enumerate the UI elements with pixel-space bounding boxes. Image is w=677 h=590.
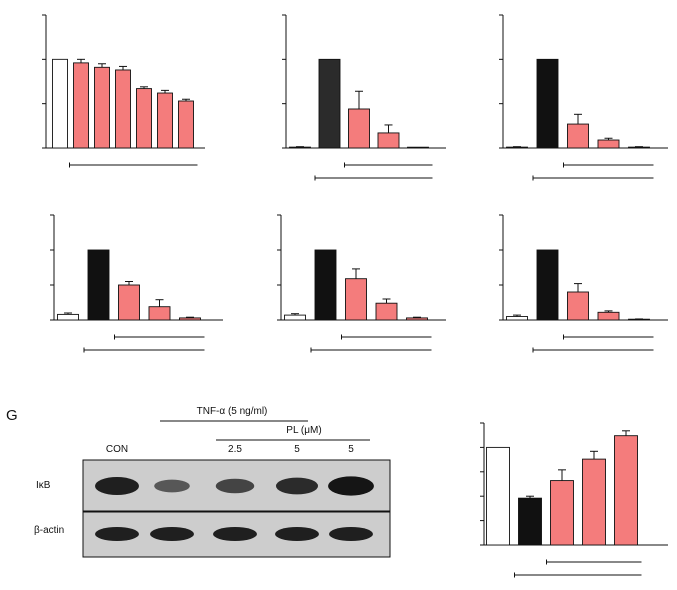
bar <box>118 284 140 321</box>
chart-panel-a <box>42 14 205 168</box>
bar <box>148 306 171 321</box>
bar <box>406 317 428 321</box>
bar <box>550 480 574 546</box>
blot-band <box>329 527 373 541</box>
bar <box>289 146 311 149</box>
bar <box>52 58 68 149</box>
chart-panel-e <box>277 214 446 353</box>
bar <box>614 435 638 546</box>
bar <box>536 58 559 149</box>
chart-panel-h <box>480 422 668 578</box>
chart-panel-b <box>282 14 446 181</box>
blot-band <box>95 477 139 495</box>
chart-panel-d <box>50 214 223 353</box>
blot-lane-label: 2.5 <box>228 444 242 455</box>
blot-lane-label: 5 <box>294 444 300 455</box>
bar <box>597 311 620 321</box>
bar <box>73 62 89 149</box>
blot-header-tnf: TNF-α (5 ng/ml) <box>197 406 268 417</box>
blot-band <box>275 477 319 495</box>
western-blot-panel: G TNF-α (5 ng/ml) PL (μM) CON 2.5 5 5 Iκ… <box>6 406 391 558</box>
bar <box>179 317 201 321</box>
bar <box>486 446 510 546</box>
bar <box>375 302 398 321</box>
bar <box>87 249 110 321</box>
blot-header-pl: PL (μM) <box>286 425 321 436</box>
panel-letter-g: G <box>6 407 18 424</box>
blot-band <box>215 478 255 494</box>
bar <box>318 58 341 149</box>
bar <box>345 278 367 321</box>
bar <box>582 458 606 546</box>
bar <box>567 123 589 149</box>
blot-lane-label: 5 <box>348 444 354 455</box>
bar <box>157 92 173 149</box>
bar <box>567 291 589 321</box>
bar <box>597 139 620 149</box>
bar <box>94 66 110 149</box>
bar <box>506 316 528 321</box>
blot-row-label-ikb: IκB <box>36 480 51 491</box>
bar <box>348 108 370 149</box>
chart-panel-c <box>499 14 668 181</box>
bar <box>628 146 650 149</box>
bar <box>506 146 528 149</box>
bar <box>57 313 79 321</box>
blot-lane-label: CON <box>106 444 128 455</box>
bar <box>284 314 306 321</box>
bar <box>377 132 400 149</box>
bar <box>536 249 559 321</box>
blot-band <box>275 527 319 541</box>
blot-row-label-actin: β-actin <box>34 525 64 536</box>
blot-band <box>328 476 374 496</box>
bar <box>178 100 194 149</box>
bar <box>518 497 542 546</box>
blot-band <box>95 527 139 541</box>
blot-band <box>154 479 190 493</box>
blot-band <box>150 527 194 541</box>
bar <box>136 88 152 149</box>
bar <box>115 69 131 149</box>
blot-band <box>213 527 257 541</box>
bar <box>314 249 337 321</box>
chart-panel-f <box>499 214 668 353</box>
